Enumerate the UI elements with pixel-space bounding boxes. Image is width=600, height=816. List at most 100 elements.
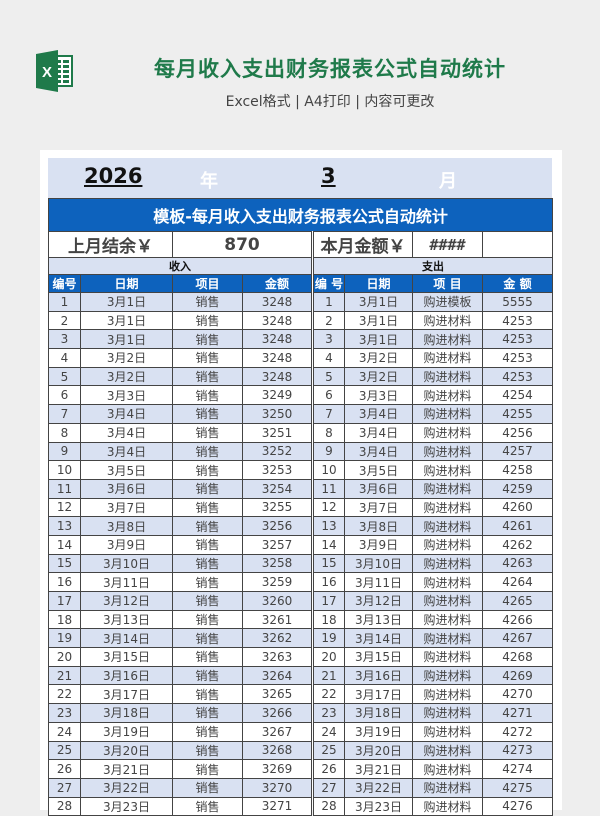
expense-no-cell[interactable]: 21 [311,665,345,686]
income-amount-cell[interactable]: 3261 [242,609,313,630]
income-no-cell[interactable]: 24 [48,721,81,742]
income-no-cell[interactable]: 9 [48,441,81,462]
income-no-cell[interactable]: 26 [48,759,81,779]
income-item-cell[interactable]: 销售 [172,310,243,331]
income-date-cell[interactable]: 3月2日 [80,366,173,387]
income-date-cell[interactable]: 3月5日 [80,460,173,480]
expense-no-cell[interactable]: 7 [311,404,345,424]
income-no-cell[interactable]: 7 [48,404,81,424]
expense-date-cell[interactable]: 3月4日 [344,441,413,462]
expense-amount-cell[interactable]: 4273 [481,740,554,761]
income-date-cell[interactable]: 3月4日 [80,404,173,424]
expense-date-cell[interactable]: 3月18日 [344,703,413,723]
income-item-cell[interactable]: 销售 [172,385,243,406]
income-date-cell[interactable]: 3月1日 [80,292,173,312]
income-item-cell[interactable]: 销售 [172,628,243,649]
income-item-cell[interactable]: 销售 [172,591,243,611]
income-amount-cell[interactable]: 3248 [242,329,313,350]
income-no-cell[interactable]: 22 [48,684,81,705]
income-date-cell[interactable]: 3月21日 [80,759,173,779]
income-item-cell[interactable]: 销售 [172,404,243,424]
income-amount-cell[interactable]: 3250 [242,404,313,424]
expense-amount-cell[interactable]: 4270 [481,684,554,705]
income-no-cell[interactable]: 3 [48,329,81,350]
income-item-cell[interactable]: 销售 [172,759,243,779]
income-amount-cell[interactable]: 3248 [242,292,313,312]
expense-no-cell[interactable]: 2 [311,310,345,331]
current-amount-extra[interactable] [481,231,554,258]
expense-item-cell[interactable]: 购进材料 [412,478,483,499]
income-amount-cell[interactable]: 3255 [242,497,313,518]
expense-amount-cell[interactable]: 4267 [481,628,554,649]
income-date-cell[interactable]: 3月18日 [80,703,173,723]
income-date-cell[interactable]: 3月11日 [80,572,173,592]
expense-item-cell[interactable]: 购进材料 [412,684,483,705]
expense-amount-cell[interactable]: 4257 [481,441,554,462]
income-no-cell[interactable]: 11 [48,478,81,499]
expense-amount-cell[interactable]: 4271 [481,703,554,723]
income-amount-cell[interactable]: 3248 [242,366,313,387]
expense-date-cell[interactable]: 3月7日 [344,497,413,518]
expense-date-cell[interactable]: 3月8日 [344,516,413,536]
income-amount-cell[interactable]: 3253 [242,460,313,480]
expense-date-cell[interactable]: 3月6日 [344,478,413,499]
current-amount-value[interactable]: #### [412,231,483,258]
income-no-cell[interactable]: 23 [48,703,81,723]
year-value[interactable]: 2026 [84,164,143,188]
expense-no-cell[interactable]: 18 [311,609,345,630]
expense-amount-cell[interactable]: 4268 [481,647,554,667]
income-date-cell[interactable]: 3月16日 [80,665,173,686]
income-date-cell[interactable]: 3月19日 [80,721,173,742]
expense-no-cell[interactable]: 27 [311,777,345,798]
income-date-cell[interactable]: 3月12日 [80,591,173,611]
income-no-cell[interactable]: 6 [48,385,81,406]
expense-date-cell[interactable]: 3月1日 [344,329,413,350]
expense-no-cell[interactable]: 4 [311,348,345,368]
expense-date-cell[interactable]: 3月22日 [344,777,413,798]
expense-amount-cell[interactable]: 4274 [481,759,554,779]
income-item-cell[interactable]: 销售 [172,553,243,574]
expense-no-cell[interactable]: 1 [311,292,345,312]
expense-date-cell[interactable]: 3月11日 [344,572,413,592]
income-date-cell[interactable]: 3月17日 [80,684,173,705]
income-date-cell[interactable]: 3月2日 [80,348,173,368]
expense-date-cell[interactable]: 3月19日 [344,721,413,742]
income-date-cell[interactable]: 3月20日 [80,740,173,761]
expense-item-cell[interactable]: 购进材料 [412,572,483,592]
expense-amount-cell[interactable]: 4256 [481,422,554,443]
expense-no-cell[interactable]: 26 [311,759,345,779]
income-date-cell[interactable]: 3月3日 [80,385,173,406]
income-no-cell[interactable]: 25 [48,740,81,761]
income-amount-cell[interactable]: 3265 [242,684,313,705]
income-date-cell[interactable]: 3月6日 [80,478,173,499]
income-no-cell[interactable]: 12 [48,497,81,518]
income-amount-cell[interactable]: 3269 [242,759,313,779]
income-item-cell[interactable]: 销售 [172,516,243,536]
expense-date-cell[interactable]: 3月21日 [344,759,413,779]
expense-item-cell[interactable]: 购进材料 [412,366,483,387]
income-no-cell[interactable]: 8 [48,422,81,443]
income-no-cell[interactable]: 2 [48,310,81,331]
income-item-cell[interactable]: 销售 [172,665,243,686]
expense-date-cell[interactable]: 3月17日 [344,684,413,705]
expense-no-cell[interactable]: 5 [311,366,345,387]
income-date-cell[interactable]: 3月10日 [80,553,173,574]
income-amount-cell[interactable]: 3262 [242,628,313,649]
expense-item-cell[interactable]: 购进材料 [412,740,483,761]
expense-amount-cell[interactable]: 4253 [481,310,554,331]
expense-date-cell[interactable]: 3月12日 [344,591,413,611]
expense-date-cell[interactable]: 3月1日 [344,292,413,312]
income-item-cell[interactable]: 销售 [172,740,243,761]
income-item-cell[interactable]: 销售 [172,777,243,798]
income-no-cell[interactable]: 5 [48,366,81,387]
expense-amount-cell[interactable]: 4262 [481,534,554,555]
expense-no-cell[interactable]: 16 [311,572,345,592]
expense-amount-cell[interactable]: 4253 [481,366,554,387]
expense-no-cell[interactable]: 22 [311,684,345,705]
expense-amount-cell[interactable]: 4254 [481,385,554,406]
income-item-cell[interactable]: 销售 [172,572,243,592]
income-date-cell[interactable]: 3月13日 [80,609,173,630]
income-no-cell[interactable]: 14 [48,534,81,555]
income-item-cell[interactable]: 销售 [172,460,243,480]
expense-date-cell[interactable]: 3月3日 [344,385,413,406]
